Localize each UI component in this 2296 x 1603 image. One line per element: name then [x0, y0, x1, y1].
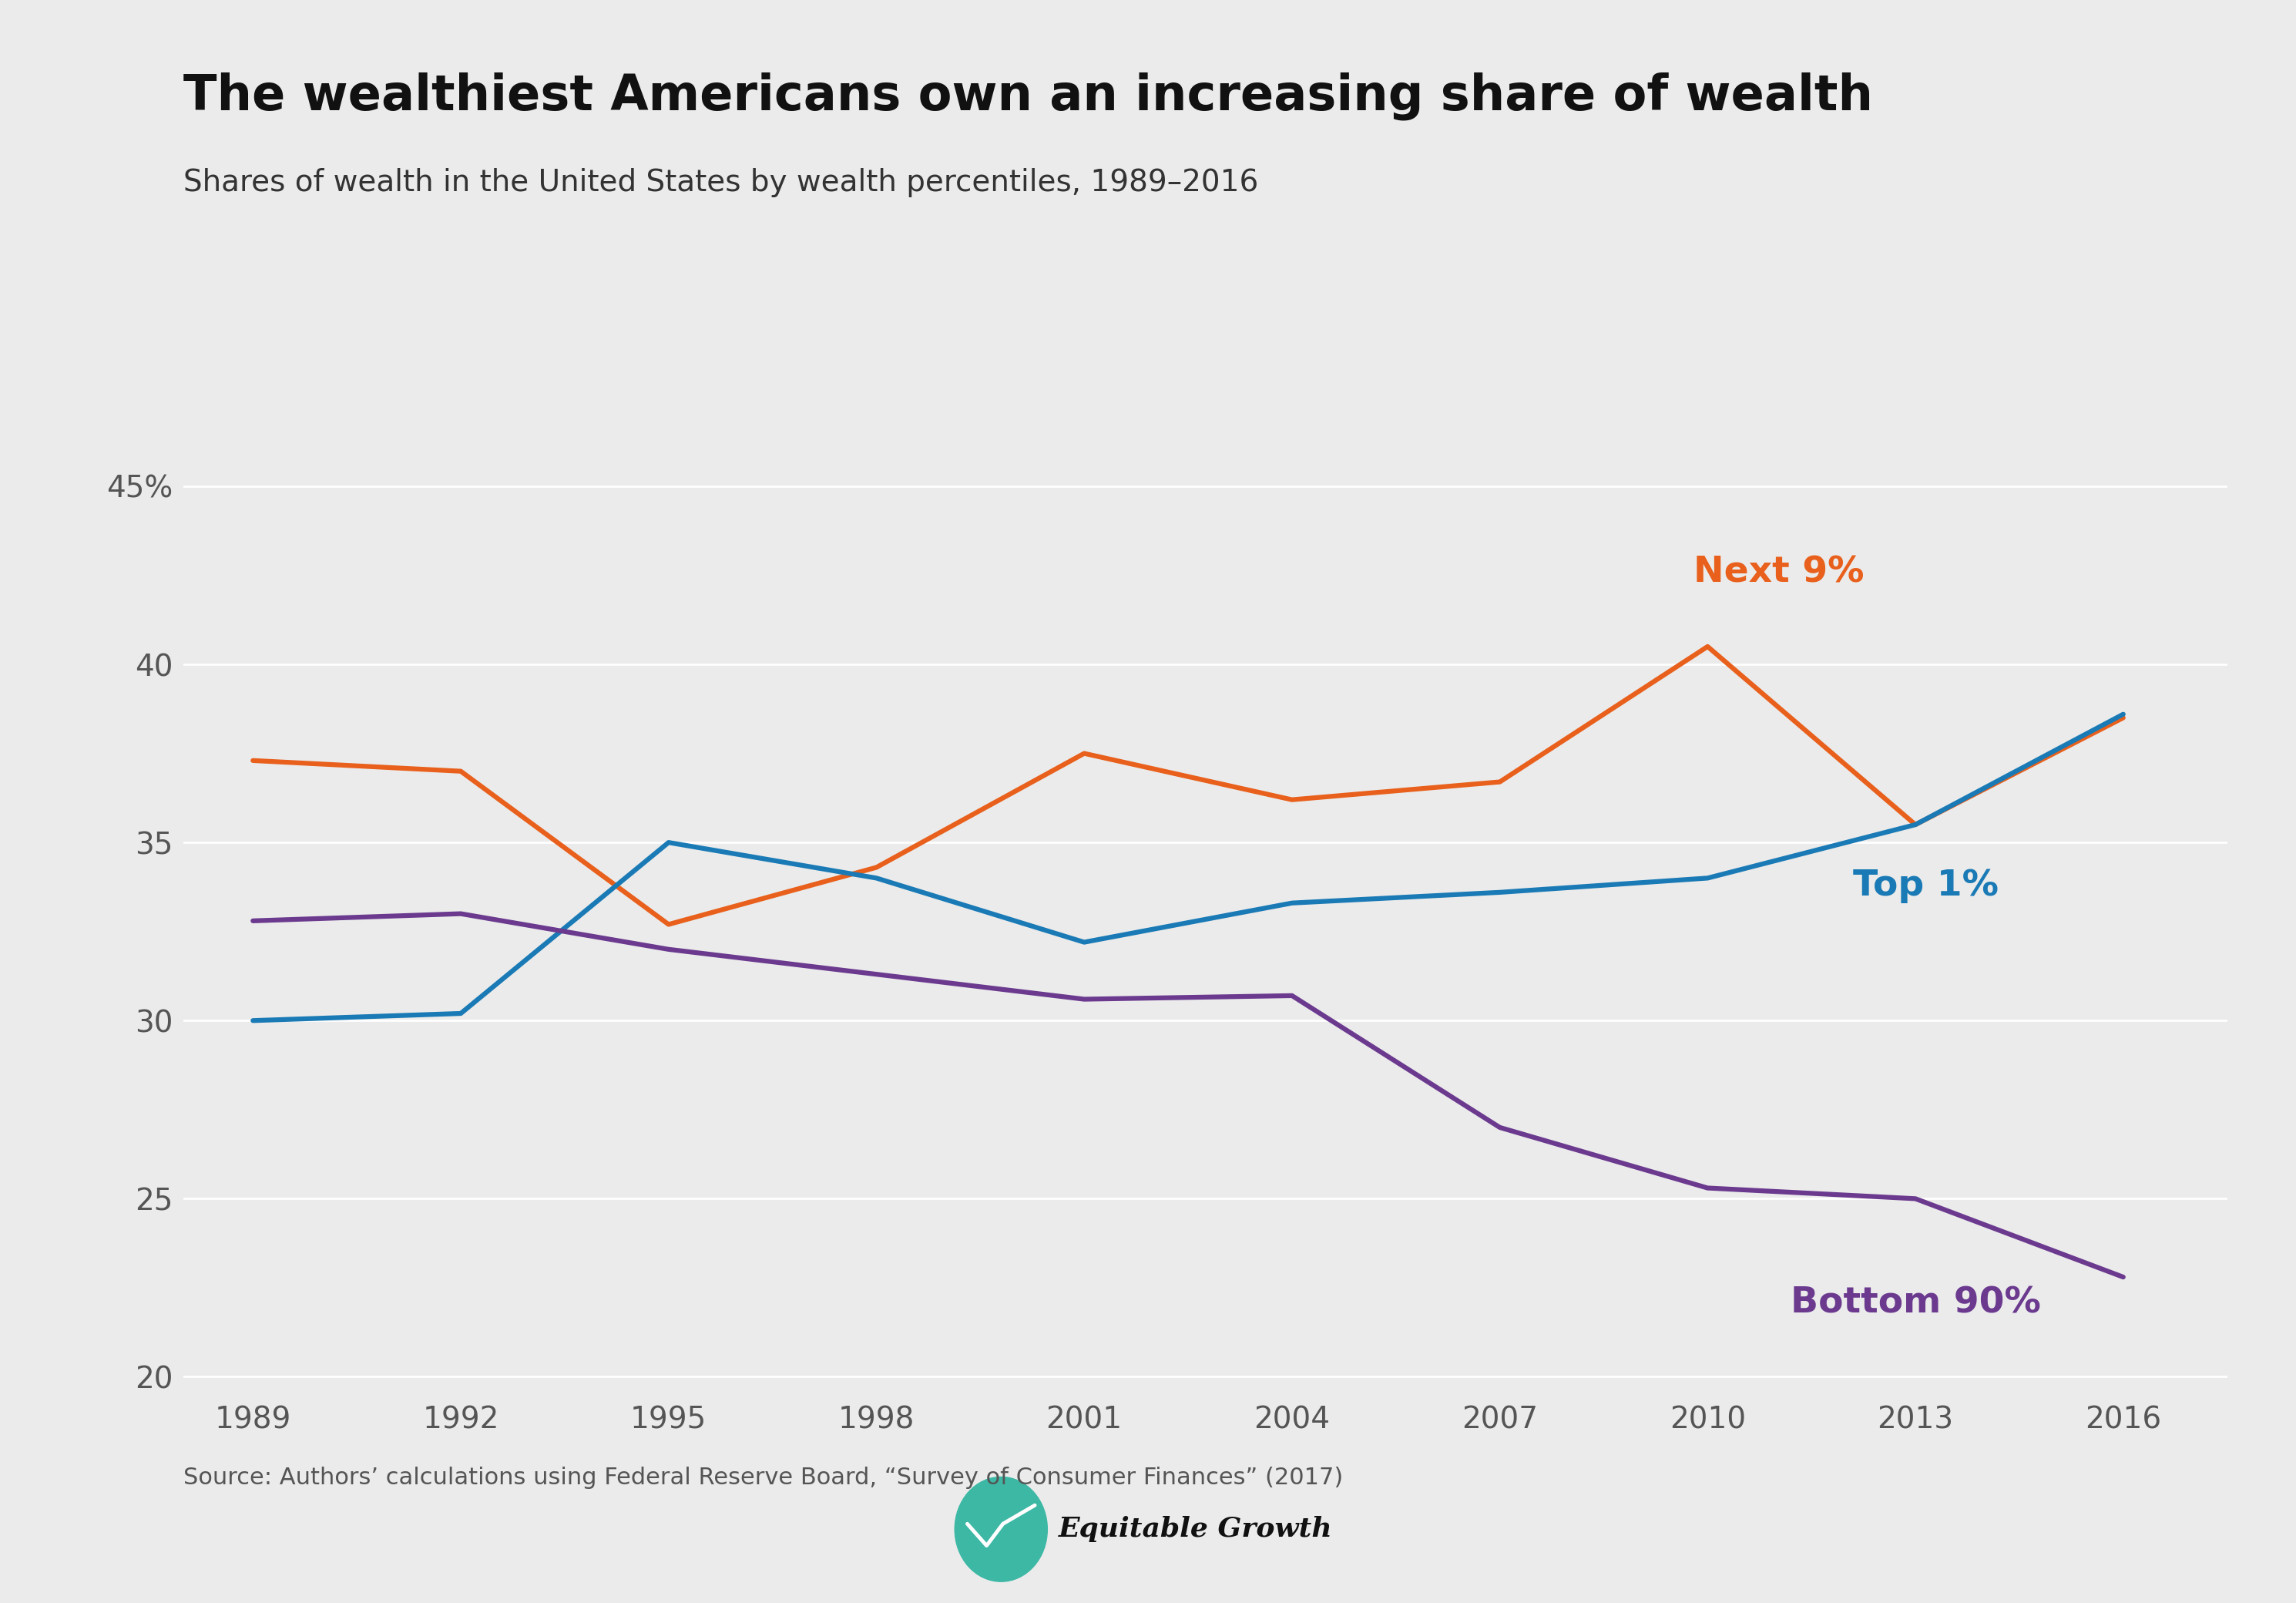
Text: Bottom 90%: Bottom 90%: [1791, 1286, 2041, 1321]
Text: The wealthiest Americans own an increasing share of wealth: The wealthiest Americans own an increasi…: [184, 72, 1874, 120]
Text: Top 1%: Top 1%: [1853, 869, 2000, 904]
Text: Shares of wealth in the United States by wealth percentiles, 1989–2016: Shares of wealth in the United States by…: [184, 168, 1258, 197]
Text: Next 9%: Next 9%: [1694, 556, 1864, 590]
Circle shape: [955, 1476, 1047, 1582]
Text: Source: Authors’ calculations using Federal Reserve Board, “Survey of Consumer F: Source: Authors’ calculations using Fede…: [184, 1467, 1343, 1489]
Text: Equitable Growth: Equitable Growth: [1058, 1516, 1332, 1542]
